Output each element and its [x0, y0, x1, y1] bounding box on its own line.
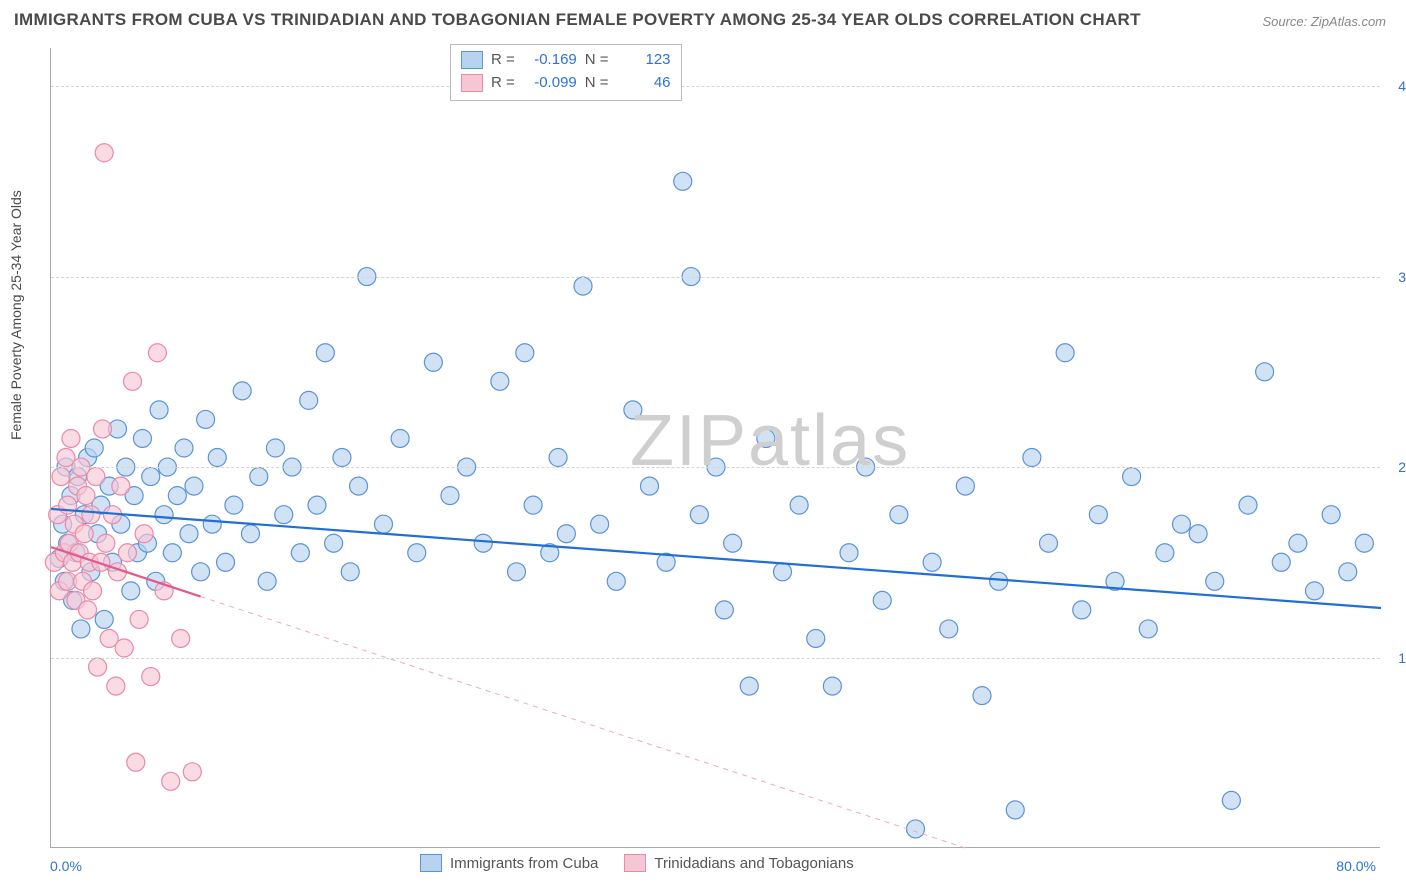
y-tick-label: 10.0%: [1384, 650, 1406, 666]
swatch-cuba-b: [420, 854, 442, 872]
y-tick-label: 20.0%: [1384, 459, 1406, 475]
r-label: R =: [491, 49, 515, 72]
y-axis-label: Female Poverty Among 25-34 Year Olds: [8, 190, 24, 440]
y-tick-label: 40.0%: [1384, 78, 1406, 94]
swatch-trinidad: [461, 74, 483, 92]
chart-title: IMMIGRANTS FROM CUBA VS TRINIDADIAN AND …: [14, 10, 1141, 30]
y-tick-label: 30.0%: [1384, 269, 1406, 285]
r-value-trinidad: -0.099: [523, 72, 577, 95]
r-label: R =: [491, 72, 515, 95]
legend-item-trinidad: Trinidadians and Tobagonians: [624, 854, 853, 872]
n-label: N =: [585, 49, 609, 72]
n-value-trinidad: 46: [617, 72, 671, 95]
n-value-cuba: 123: [617, 49, 671, 72]
series-name-cuba: Immigrants from Cuba: [450, 855, 598, 872]
x-tick-min: 0.0%: [50, 858, 82, 874]
series-name-trinidad: Trinidadians and Tobagonians: [654, 855, 853, 872]
gridline: [51, 277, 1380, 278]
legend-series: Immigrants from Cuba Trinidadians and To…: [420, 854, 854, 872]
gridline: [51, 658, 1380, 659]
gridline: [51, 86, 1380, 87]
r-value-cuba: -0.169: [523, 49, 577, 72]
x-tick-max: 80.0%: [1336, 858, 1376, 874]
swatch-trinidad-b: [624, 854, 646, 872]
legend-row-trinidad: R = -0.099 N = 46: [461, 72, 671, 95]
legend-item-cuba: Immigrants from Cuba: [420, 854, 598, 872]
gridline: [51, 467, 1380, 468]
source-label: Source: ZipAtlas.com: [1262, 14, 1386, 29]
chart-svg: [51, 48, 1380, 847]
legend-row-cuba: R = -0.169 N = 123: [461, 49, 671, 72]
n-label: N =: [585, 72, 609, 95]
legend-correlation: R = -0.169 N = 123 R = -0.099 N = 46: [450, 44, 682, 101]
swatch-cuba: [461, 51, 483, 69]
plot-area: 10.0%20.0%30.0%40.0%: [50, 48, 1380, 848]
